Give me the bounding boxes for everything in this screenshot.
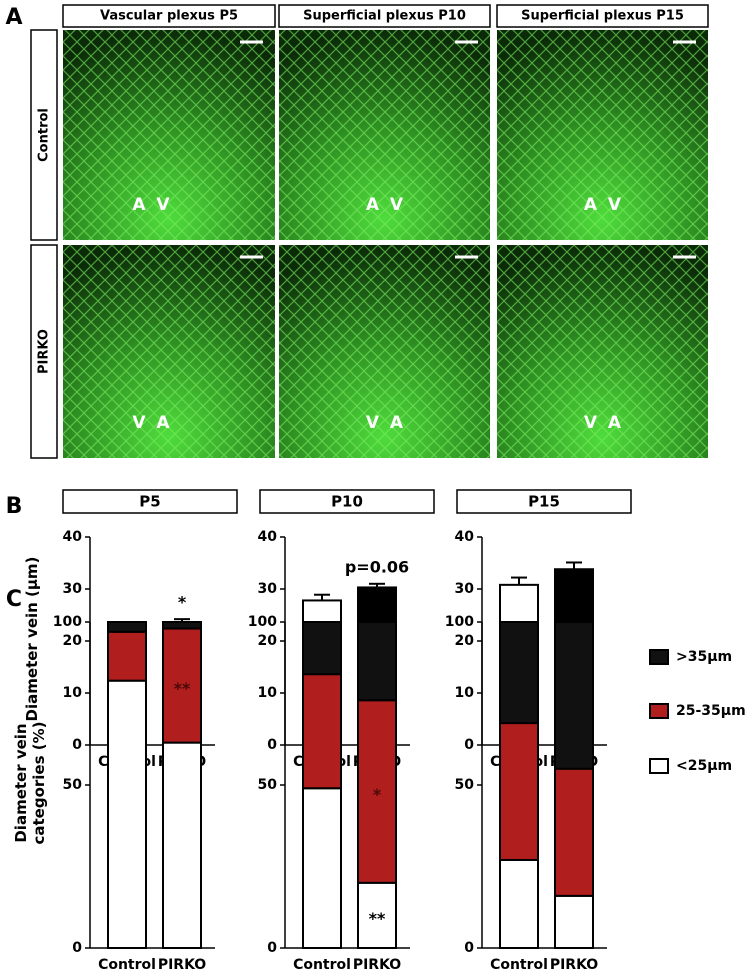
y-tick-label: 30 — [455, 581, 475, 597]
y-tick-label: 50 — [63, 777, 83, 793]
bar-segment — [554, 767, 594, 897]
bar-segment — [162, 621, 202, 630]
y-tick-label: 20 — [455, 633, 475, 649]
y-tick-label: 0 — [464, 737, 474, 753]
x-tick-label: Control — [293, 957, 351, 973]
significance-annotation: * — [373, 785, 382, 804]
vessel-label: A — [366, 195, 380, 215]
panel-letter: A — [5, 5, 22, 30]
y-tick-label: 30 — [63, 581, 83, 597]
y-tick-label: 40 — [455, 529, 475, 545]
y-tick-label: 10 — [258, 685, 278, 701]
column-header: Vascular plexus P5 — [100, 9, 238, 24]
x-tick-label: PIRKO — [158, 957, 206, 973]
significance-annotation: * — [178, 593, 187, 612]
chart-title-box — [456, 489, 632, 514]
vessel-label: V — [390, 195, 404, 215]
y-tick-label: 0 — [72, 940, 82, 956]
x-tick-label: Control — [490, 957, 548, 973]
vessel-label: A — [608, 413, 622, 433]
bar-segment — [499, 858, 539, 949]
bar-segment — [107, 679, 147, 949]
y-tick-label: 20 — [258, 633, 278, 649]
bar-segment — [499, 722, 539, 861]
bar-segment — [302, 787, 342, 950]
bar-segment — [302, 673, 342, 790]
legend-swatch — [649, 703, 669, 719]
y-tick-label: 10 — [63, 685, 83, 701]
legend-swatch — [649, 649, 669, 665]
y-tick-label: 0 — [72, 737, 82, 753]
vessel-label: A — [584, 195, 598, 215]
y-axis-label: Diameter vein categories (%) — [12, 721, 48, 845]
y-tick-label: 0 — [267, 737, 277, 753]
bar-segment — [554, 894, 594, 950]
vessel-label: V — [584, 413, 598, 433]
bar-segment — [162, 741, 202, 949]
x-tick-label: PIRKO — [353, 957, 401, 973]
bar-segment — [499, 621, 539, 725]
y-tick-label: 40 — [258, 529, 278, 545]
y-tick-label: 0 — [267, 940, 277, 956]
x-tick-label: PIRKO — [550, 957, 598, 973]
bar-segment — [357, 699, 397, 884]
row-label: PIRKO — [37, 329, 52, 374]
legend-label: 25-35µm — [676, 703, 746, 719]
y-tick-label: 30 — [258, 581, 278, 597]
y-tick-label: 50 — [258, 777, 278, 793]
row-label: Control — [37, 108, 52, 162]
bar-segment — [162, 627, 202, 744]
significance-annotation: ** — [174, 679, 191, 698]
bar-segment — [357, 621, 397, 702]
vessel-mesh — [63, 245, 275, 458]
vessel-mesh — [63, 30, 275, 240]
vessel-label: V — [156, 195, 170, 215]
panel-letter: B — [6, 494, 23, 519]
significance-annotation: ** — [369, 909, 386, 928]
legend-label: <25µm — [676, 758, 732, 774]
significance-annotation: p=0.06 — [345, 557, 409, 576]
vessel-label: V — [132, 413, 146, 433]
row-label-box — [30, 244, 58, 459]
vessel-label: A — [390, 413, 404, 433]
chart-title: P10 — [331, 493, 363, 511]
legend-label: >35µm — [676, 649, 732, 665]
vessel-mesh — [497, 245, 708, 458]
y-tick-label: 50 — [455, 777, 475, 793]
column-header: Superficial plexus P10 — [303, 9, 466, 24]
y-tick-label: 20 — [63, 633, 83, 649]
x-tick-label: Control — [98, 957, 156, 973]
vessel-mesh — [497, 30, 708, 240]
vessel-label: V — [608, 195, 622, 215]
y-tick-label: 100 — [248, 614, 277, 630]
y-tick-label: 0 — [464, 940, 474, 956]
bar-segment — [554, 621, 594, 770]
bar-segment — [107, 621, 147, 633]
vessel-label: V — [366, 413, 380, 433]
vessel-mesh — [279, 30, 490, 240]
vessel-label: A — [132, 195, 146, 215]
chart-title: P15 — [528, 493, 560, 511]
bar-segment — [302, 621, 342, 676]
column-header: Superficial plexus P15 — [521, 9, 684, 24]
y-tick-label: 100 — [445, 614, 474, 630]
column-header-box — [62, 4, 276, 28]
row-label-box — [30, 29, 58, 241]
vessel-mesh — [279, 245, 490, 458]
legend-swatch — [649, 758, 669, 774]
y-tick-label: 40 — [63, 529, 83, 545]
y-tick-label: 10 — [455, 685, 475, 701]
y-tick-label: 100 — [53, 614, 82, 630]
panel-letter: C — [6, 587, 22, 612]
column-header-box — [278, 4, 491, 28]
bar-segment — [357, 881, 397, 949]
chart-title-box — [259, 489, 435, 514]
chart-title-box — [62, 489, 238, 514]
column-header-box — [496, 4, 709, 28]
chart-title: P5 — [139, 493, 160, 511]
bar-segment — [107, 630, 147, 682]
vessel-label: A — [156, 413, 170, 433]
